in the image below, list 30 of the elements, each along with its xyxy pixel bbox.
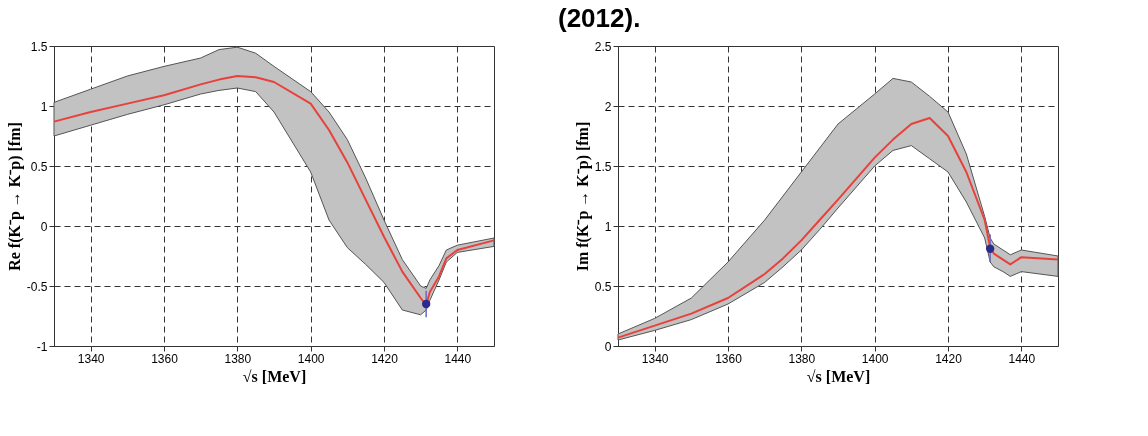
x-tick-label: 1340 (77, 351, 105, 366)
y-tick-label: 1.5 (594, 159, 612, 174)
x-tick-label: 1400 (297, 351, 325, 366)
y-tick-label: 2.5 (594, 39, 612, 54)
y-tick-label: 1 (40, 99, 48, 114)
y-tick-label: 0.5 (30, 159, 48, 174)
x-tick-label: 1360 (715, 351, 743, 366)
y-axis-title: Re f(K⁻p → K⁻p) [fm] (5, 122, 24, 271)
x-tick-label: 1440 (1008, 351, 1036, 366)
y-tick-label: -1 (36, 339, 48, 354)
line-series (617, 117, 1059, 339)
x-tick-label: 1360 (151, 351, 179, 366)
y-tick-label: 2 (604, 99, 612, 114)
y-tick-label: 1 (604, 219, 612, 234)
x-tick-label: 1420 (371, 351, 399, 366)
x-tick-label: 1340 (641, 351, 669, 366)
y-tick-label: 1.5 (30, 39, 48, 54)
y-tick-label: 0 (604, 339, 612, 354)
x-tick-label: 1420 (935, 351, 963, 366)
y-tick-label: 0.5 (594, 279, 612, 294)
text: (2012). (558, 3, 641, 33)
x-axis-title: √s [MeV] (806, 367, 871, 385)
x-tick-label: 1440 (444, 351, 472, 366)
x-tick-label: 1380 (224, 351, 252, 366)
x-tick-label: 1380 (788, 351, 816, 366)
y-axis-title: Im f(K⁻p → K⁻p) [fm] (573, 121, 592, 272)
x-axis-title: √s [MeV] (242, 367, 307, 385)
y-tick-label: 0 (40, 219, 48, 234)
y-tick-label: -0.5 (26, 279, 48, 294)
x-tick-label: 1400 (861, 351, 889, 366)
